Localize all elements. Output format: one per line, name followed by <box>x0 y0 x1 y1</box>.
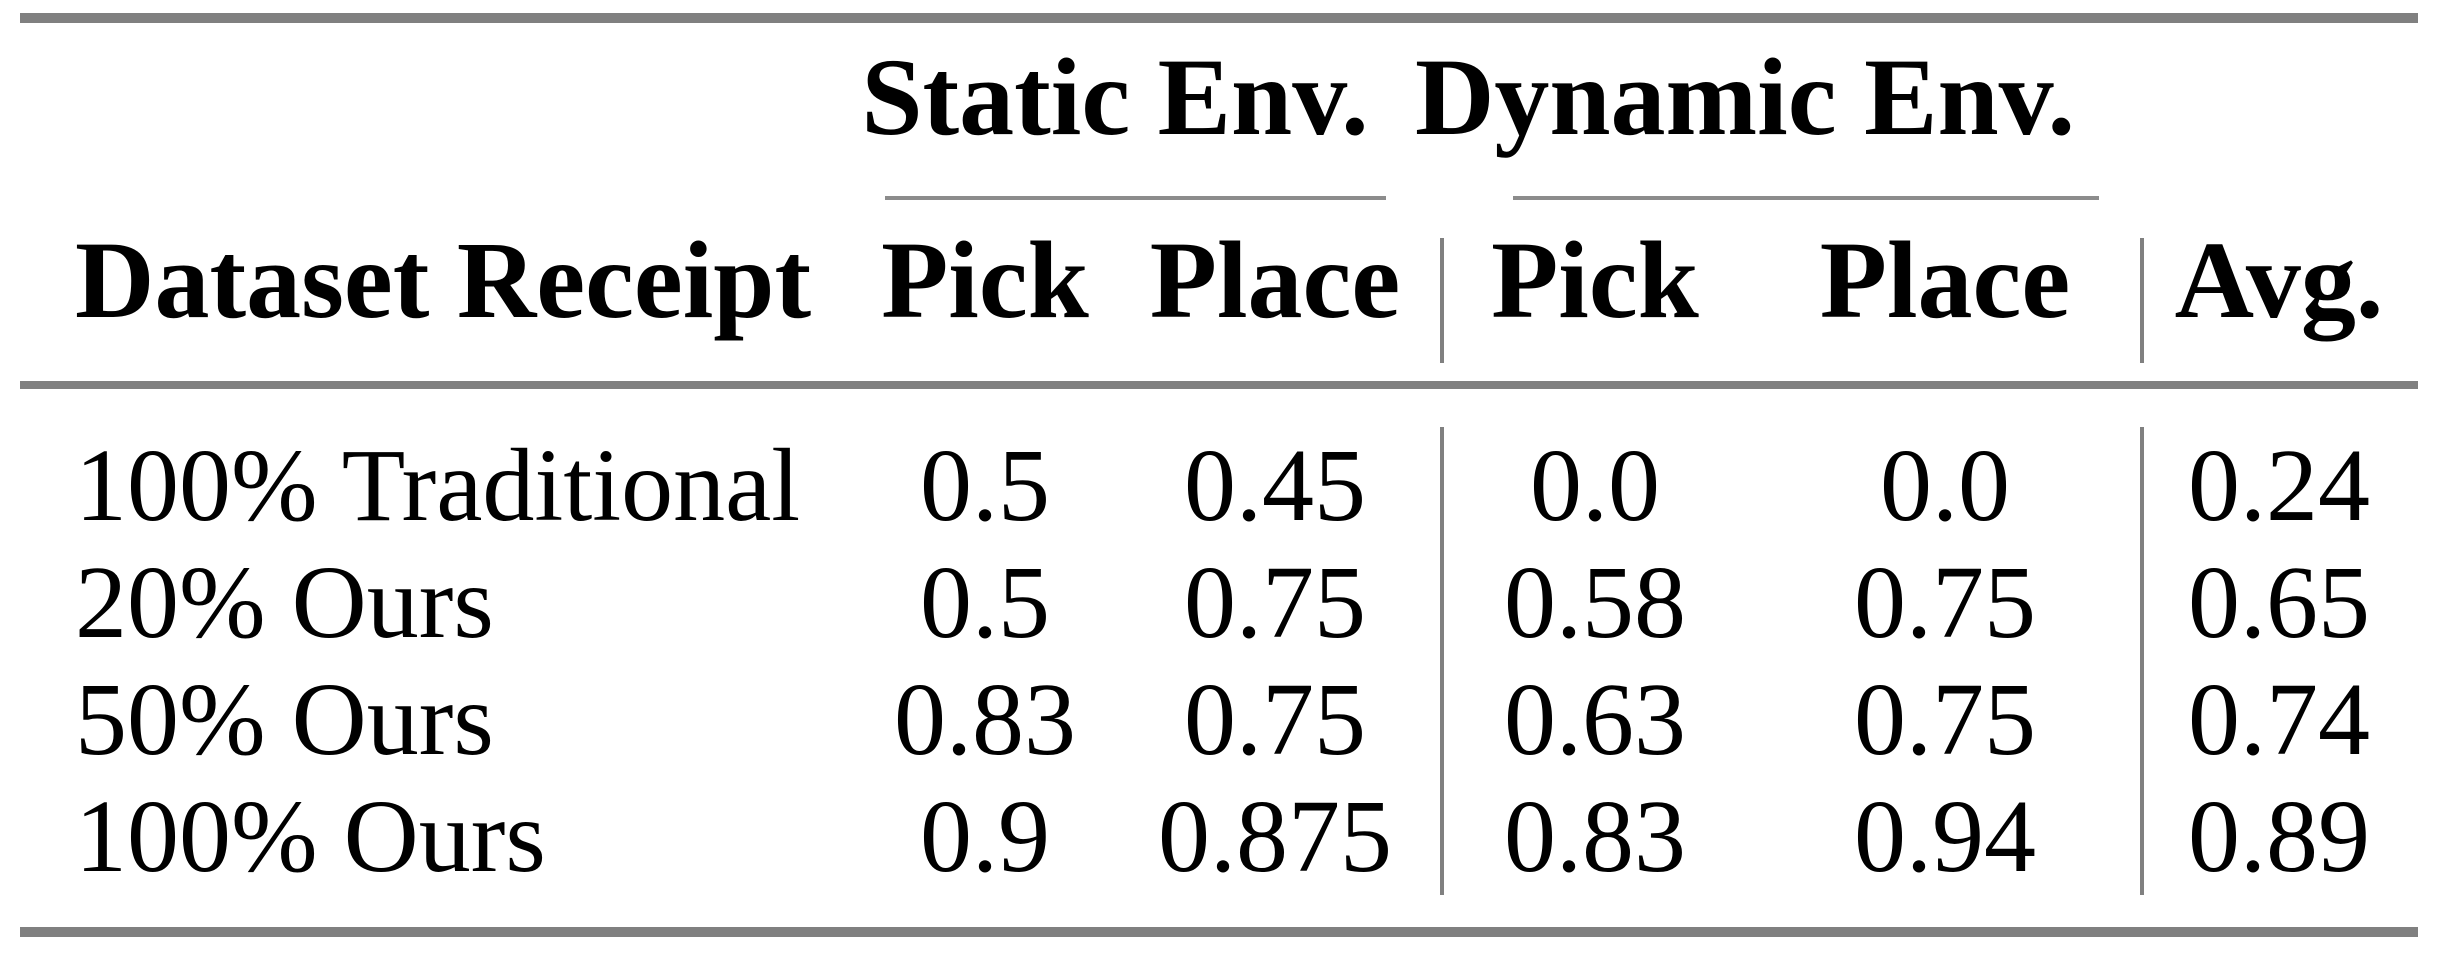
cell-static-pick: 0.5 <box>920 545 1050 660</box>
table-body: 100% Traditional 0.5 0.45 0.0 0.0 0.24 2… <box>20 427 2418 895</box>
header-vertical-rule-1 <box>1440 238 1444 363</box>
cell-static-place: 0.75 <box>1184 662 1366 777</box>
table-row-100-traditional: 100% Traditional 0.5 0.45 0.0 0.0 0.24 <box>20 427 2418 544</box>
col-header-dynamic-pick: Pick <box>1491 219 1699 341</box>
static-env-underline <box>885 196 1386 200</box>
bottom-gap <box>20 895 2418 927</box>
cell-static-pick: 0.83 <box>894 662 1076 777</box>
cell-dynamic-place: 0.75 <box>1854 545 2036 660</box>
header-vertical-rule-2 <box>2140 238 2144 363</box>
column-header-row: Dataset Receipt Pick Place Pick Place Av… <box>20 200 2418 381</box>
col-header-dataset-receipt: Dataset Receipt <box>75 219 812 341</box>
cell-avg: 0.74 <box>2188 662 2370 777</box>
cell-dynamic-pick: 0.83 <box>1504 779 1686 894</box>
results-table: Static Env. Dynamic Env. Dataset Receipt… <box>20 13 2418 937</box>
group-header-dynamic-env-label: Dynamic Env. <box>1414 36 2076 158</box>
cell-static-place: 0.75 <box>1184 545 1366 660</box>
group-header-spacer-right <box>2140 23 2418 200</box>
group-header-spacer-left <box>20 23 860 200</box>
row-label: 20% Ours <box>75 545 494 660</box>
table-row-50-ours: 50% Ours 0.83 0.75 0.63 0.75 0.74 <box>20 661 2418 778</box>
cell-static-pick: 0.5 <box>920 428 1050 543</box>
cell-static-pick: 0.9 <box>920 779 1050 894</box>
cell-dynamic-place: 0.0 <box>1880 428 2010 543</box>
group-header-row: Static Env. Dynamic Env. <box>20 23 2418 200</box>
row-label: 100% Traditional <box>75 428 801 543</box>
cell-avg: 0.89 <box>2188 779 2370 894</box>
cell-avg: 0.65 <box>2188 545 2370 660</box>
row-label: 100% Ours <box>75 779 546 894</box>
cell-dynamic-place: 0.75 <box>1854 662 2036 777</box>
group-header-static-env-label: Static Env. <box>861 36 1369 158</box>
cell-dynamic-pick: 0.0 <box>1530 428 1660 543</box>
col-header-static-pick: Pick <box>881 219 1089 341</box>
table-row-20-ours: 20% Ours 0.5 0.75 0.58 0.75 0.65 <box>20 544 2418 661</box>
row-label: 50% Ours <box>75 662 494 777</box>
col-header-avg: Avg. <box>2174 219 2384 341</box>
cell-static-place: 0.45 <box>1184 428 1366 543</box>
cell-static-place: 0.875 <box>1158 779 1392 894</box>
cell-dynamic-pick: 0.58 <box>1504 545 1686 660</box>
group-header-dynamic-env: Dynamic Env. <box>1415 23 2140 200</box>
col-header-static-place: Place <box>1149 219 1401 341</box>
cell-avg: 0.24 <box>2188 428 2370 543</box>
table-row-100-ours: 100% Ours 0.9 0.875 0.83 0.94 0.89 <box>20 778 2418 895</box>
bottom-rule <box>20 927 2418 937</box>
mid-rule <box>20 381 2418 389</box>
col-header-dynamic-place: Place <box>1819 219 2071 341</box>
cell-dynamic-place: 0.94 <box>1854 779 2036 894</box>
group-header-static-env: Static Env. <box>860 23 1440 200</box>
cell-dynamic-pick: 0.63 <box>1504 662 1686 777</box>
body-vertical-rule-1 <box>1440 427 1444 895</box>
top-rule <box>20 13 2418 23</box>
body-vertical-rule-2 <box>2140 427 2144 895</box>
dynamic-env-underline <box>1513 196 2099 200</box>
